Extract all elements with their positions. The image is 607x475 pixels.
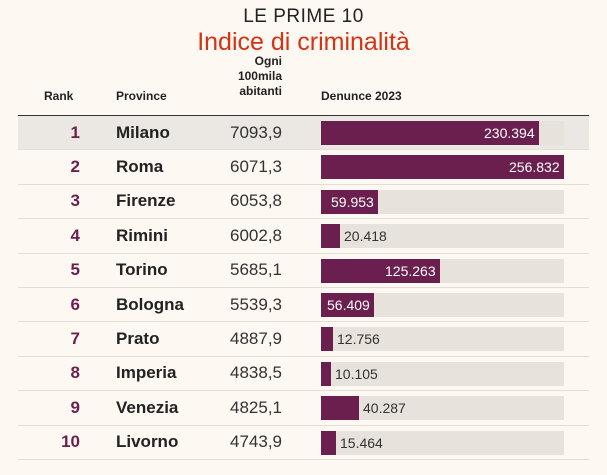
header-divider bbox=[18, 115, 589, 116]
bar-track: 59.953 bbox=[321, 189, 564, 214]
bar-track: 256.832 bbox=[321, 155, 564, 180]
rank-value: 4 bbox=[70, 225, 80, 245]
column-header-index-line1: Ogni bbox=[254, 54, 282, 68]
column-header-province: Province bbox=[116, 89, 167, 103]
bar-value-label: 56.409 bbox=[327, 296, 370, 313]
column-header-index-line2: 100mila bbox=[237, 69, 282, 83]
table-row: 7 Prato 4887,9 12.756 bbox=[18, 322, 589, 357]
bar-track: 15.464 bbox=[321, 430, 564, 455]
rank-value: 3 bbox=[70, 191, 80, 211]
bar-value-label: 10.105 bbox=[335, 365, 378, 382]
bar bbox=[321, 121, 539, 145]
index-value: 4887,9 bbox=[230, 329, 282, 349]
rank-value: 7 bbox=[70, 329, 80, 349]
province-name: Imperia bbox=[116, 363, 177, 383]
column-header-index-line3: abitanti bbox=[239, 84, 282, 98]
table-row: 10 Livorno 4743,9 15.464 bbox=[18, 426, 589, 460]
chart-supertitle: LE PRIME 10 bbox=[243, 6, 364, 27]
province-name: Prato bbox=[116, 329, 160, 349]
bar-value-label: 40.287 bbox=[363, 400, 406, 417]
bar bbox=[321, 258, 440, 283]
table-row: 2 Roma 6071,3 256.832 bbox=[18, 150, 589, 185]
bar-value-label: 15.464 bbox=[340, 434, 383, 451]
province-name: Venezia bbox=[116, 397, 179, 417]
table-row: 6 Bologna 5539,3 56.409 bbox=[18, 288, 589, 323]
rank-value: 1 bbox=[70, 122, 80, 142]
index-value: 4743,9 bbox=[230, 432, 282, 452]
index-value: 7093,9 bbox=[230, 122, 282, 142]
bar-value-label: 20.418 bbox=[344, 228, 387, 245]
index-value: 5539,3 bbox=[230, 294, 282, 314]
bar-track: 56.409 bbox=[321, 292, 564, 317]
index-value: 6053,8 bbox=[230, 191, 282, 211]
bar-value-label: 59.953 bbox=[331, 193, 374, 210]
bar-track: 10.105 bbox=[321, 361, 564, 386]
index-value: 6071,3 bbox=[230, 157, 282, 177]
bar bbox=[321, 189, 378, 214]
rank-value: 5 bbox=[70, 260, 80, 280]
rank-value: 8 bbox=[70, 363, 80, 383]
province-name: Bologna bbox=[116, 294, 184, 314]
index-value: 6002,8 bbox=[230, 225, 282, 245]
table-row: 3 Firenze 6053,8 59.953 bbox=[18, 185, 589, 220]
bar bbox=[321, 327, 333, 352]
bar bbox=[321, 430, 336, 455]
rank-value: 6 bbox=[70, 294, 80, 314]
table-row: 1 Milano 7093,9 230.394 bbox=[18, 116, 589, 151]
bar-track: 20.418 bbox=[321, 224, 564, 249]
province-name: Rimini bbox=[116, 225, 168, 245]
province-name: Milano bbox=[116, 122, 170, 142]
province-name: Roma bbox=[116, 157, 164, 177]
column-header-reports: Denunce 2023 bbox=[321, 89, 402, 103]
province-name: Firenze bbox=[116, 191, 176, 211]
bar bbox=[321, 396, 359, 421]
province-name: Livorno bbox=[116, 432, 179, 452]
rank-value: 2 bbox=[70, 157, 80, 177]
bar-track: 12.756 bbox=[321, 327, 564, 352]
bar bbox=[321, 361, 331, 386]
bar bbox=[321, 292, 374, 317]
rank-value: 10 bbox=[61, 432, 80, 452]
bar-value-label: 230.394 bbox=[484, 125, 535, 141]
column-header-rank: Rank bbox=[44, 89, 74, 103]
index-value: 4825,1 bbox=[230, 397, 282, 417]
table-row: 5 Torino 5685,1 125.263 bbox=[18, 254, 589, 288]
bar bbox=[321, 155, 564, 180]
index-value: 4838,5 bbox=[230, 363, 282, 383]
rank-value: 9 bbox=[70, 397, 80, 417]
index-value: 5685,1 bbox=[230, 260, 282, 280]
table-body: 1 Milano 7093,9 230.394 2 Roma 6071,3 256.832 3 F… bbox=[18, 116, 589, 460]
bar bbox=[321, 224, 340, 249]
table-row: 9 Venezia 4825,1 40.287 bbox=[18, 391, 589, 426]
bar-value-label: 12.756 bbox=[337, 331, 380, 348]
bar-track: 230.394 bbox=[321, 121, 564, 145]
chart-title: Indice di criminalità bbox=[197, 28, 410, 56]
column-header-index: Ogni 100mila abitanti bbox=[222, 54, 282, 99]
province-name: Torino bbox=[116, 260, 168, 280]
bar-track: 40.287 bbox=[321, 396, 564, 421]
table-row: 8 Imperia 4838,5 10.105 bbox=[18, 357, 589, 392]
bar-value-label: 125.263 bbox=[385, 262, 436, 279]
table-row: 4 Rimini 6002,8 20.418 bbox=[18, 219, 589, 254]
bar-value-label: 256.832 bbox=[509, 159, 560, 176]
bar-track: 125.263 bbox=[321, 258, 564, 283]
